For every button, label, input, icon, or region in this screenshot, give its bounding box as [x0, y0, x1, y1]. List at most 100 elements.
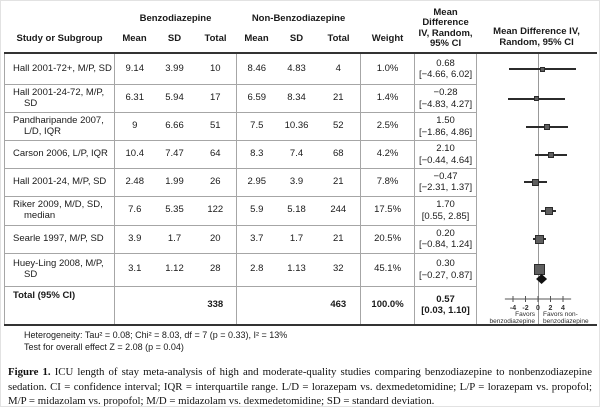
- ci-strip: [477, 253, 597, 287]
- benzo-total-header: Total: [204, 32, 227, 44]
- study-row: Huey-Ling 2008, M/P, SD 3.1 1.12 28 2.8 …: [4, 252, 597, 287]
- nonbenzo-total-header: Total: [327, 32, 350, 44]
- benzo-mean-cell: [114, 285, 155, 327]
- ci-strip: [477, 112, 597, 141]
- nonbenzo-total-cell: 32: [316, 252, 362, 287]
- overall-effect-line: Test for overall effect Z = 2.08 (p = 0.…: [24, 342, 184, 353]
- nonbenzo-mean-cell: 3.7: [236, 224, 277, 254]
- benzo-mean-cell: 9: [114, 112, 155, 141]
- total-weight-cell: 100.0%: [360, 285, 416, 327]
- nonbenzo-total-cell: 68: [316, 140, 362, 169]
- nonbenzo-sd-cell: 7.4: [276, 140, 317, 169]
- study-label: Carson 2006, L/P, IQR: [4, 140, 115, 169]
- mean-difference-column-header: Mean Difference IV, Random, 95% CI: [418, 7, 473, 50]
- weight-cell: 20.5%: [360, 224, 416, 254]
- table-header: Benzodiazepine Non-Benzodiazepine Mean D…: [4, 6, 597, 53]
- mean-difference-axis: -4 -2 0 2 4: [504, 296, 572, 311]
- mean-difference-cell: 1.50 [−1.86, 4.86]: [414, 112, 478, 141]
- study-row: Pandharipande 2007, L/D, IQR 9 6.66 51 7…: [4, 112, 597, 141]
- nonbenzo-sd-cell: 5.18: [276, 195, 317, 226]
- pooled-plot-cell: -4 -2 0 2 4 Favors benzodiazepine Favors non-b…: [476, 274, 597, 327]
- study-row: Riker 2009, M/D, SD, median 7.6 5.35 122…: [4, 195, 597, 226]
- benzo-mean-cell: 2.48: [114, 168, 155, 197]
- benzo-sd-cell: 3.99: [165, 62, 184, 74]
- weight-column-header: Weight: [371, 32, 404, 44]
- study-column-header: Study or Subgroup: [16, 32, 103, 44]
- benzo-total-cell: 64: [194, 140, 238, 169]
- favors-right-label: Favors non-benzodiazepine: [543, 311, 589, 326]
- study-label: Hall 2001-24, M/P, SD: [4, 168, 115, 197]
- benzo-total-cell: 20: [194, 224, 238, 254]
- study-label: Searle 1997, M/P, SD: [4, 224, 115, 254]
- weight-cell: 17.5%: [360, 195, 416, 226]
- benzodiazepine-group-header: Benzodiazepine: [139, 13, 212, 25]
- mean-difference-cell: 0.20 [−0.84, 1.24]: [414, 224, 478, 254]
- mean-difference-cell: −0.28 [−4.83, 4.27]: [414, 84, 478, 113]
- nonbenzo-total-cell: 21: [316, 168, 362, 197]
- ci-strip: [477, 84, 597, 113]
- benzo-sd-header: SD: [167, 32, 182, 44]
- weight-cell: 1.4%: [360, 84, 416, 113]
- nonbenzo-total-cell: 4: [316, 52, 362, 85]
- study-label: Hall 2001-24-72, M/P, SD: [4, 84, 115, 113]
- point-estimate-marker: [548, 151, 555, 158]
- study-row: Hall 2001-24-72, M/P, SD 6.31 5.94 17 6.…: [4, 84, 597, 113]
- nonbenzo-mean-cell: [236, 285, 277, 327]
- nonbenzo-sd-cell: 1.7: [276, 224, 317, 254]
- benzo-total-participants: 338: [194, 285, 238, 327]
- axis-tick-label: -2: [522, 305, 528, 311]
- nonbenzo-mean-cell: 2.95: [236, 168, 277, 197]
- mean-difference-cell: 0.30 [−0.27, 0.87]: [414, 252, 478, 287]
- nonbenzo-mean-cell: 8.3: [236, 140, 277, 169]
- benzo-mean-cell: 10.4: [114, 140, 155, 169]
- figure-caption-text: ICU length of stay meta-analysis of high…: [8, 366, 592, 407]
- benzo-total-cell: 17: [194, 84, 238, 113]
- benzo-sd-cell: 1.12: [154, 252, 195, 287]
- nonbenzo-mean-cell: 2.8: [236, 252, 277, 287]
- benzo-sd-cell: 1.7: [154, 224, 195, 254]
- benzo-total-cell: 122: [194, 195, 238, 226]
- point-estimate-marker: [544, 206, 553, 215]
- ci-strip: [477, 196, 597, 226]
- benzo-mean-cell: 6.31: [114, 84, 155, 113]
- total-row: Total (95% CI) 338 463 100.0% 0.57 [0.03,…: [4, 274, 597, 327]
- study-label: Hall 2001-72+, M/P, SD: [4, 52, 115, 85]
- heterogeneity-line: Heterogeneity: Tau² = 0.08; Chi² = 8.03,…: [24, 330, 288, 341]
- axis-tick-label: 2: [549, 305, 553, 311]
- benzo-sd-cell: 5.94: [154, 84, 195, 113]
- nonbenzo-total-cell: 52: [316, 112, 362, 141]
- weight-cell: 7.8%: [360, 168, 416, 197]
- nonbenzo-mean-cell: 5.9: [236, 195, 277, 226]
- benzo-sd-cell: 5.35: [154, 195, 195, 226]
- nonbenzo-total-cell: 21: [316, 84, 362, 113]
- study-label: Huey-Ling 2008, M/P, SD: [4, 252, 115, 287]
- nonbenzo-total-cell: 244: [316, 195, 362, 226]
- mean-difference-cell: 2.10 [−0.44, 4.64]: [414, 140, 478, 169]
- point-estimate-marker: [544, 123, 551, 130]
- benzo-sd-cell: 6.66: [154, 112, 195, 141]
- weight-cell: 45.1%: [360, 252, 416, 287]
- study-row: Searle 1997, M/P, SD 3.9 1.7 20 3.7 1.7 …: [4, 224, 597, 254]
- benzo-total-cell: 28: [194, 252, 238, 287]
- benzo-total-cell: 26: [194, 168, 238, 197]
- total-label: Total (95% CI): [4, 285, 115, 327]
- benzo-sd-cell: [154, 285, 195, 327]
- nonbenzo-total-cell: 21: [316, 224, 362, 254]
- point-estimate-marker: [533, 96, 539, 102]
- nonbenzo-mean-header: Mean: [244, 32, 269, 44]
- plot-column-header: Mean Difference IV, Random, 95% CI: [493, 25, 580, 48]
- pooled-diamond: [536, 274, 548, 285]
- pooled-mean-difference-cell: 0.57 [0.03, 1.10]: [414, 285, 478, 327]
- mean-difference-cell: −0.47 [−2.31, 1.37]: [414, 168, 478, 197]
- weight-cell: 2.5%: [360, 112, 416, 141]
- benzo-mean-header: Mean: [122, 32, 147, 44]
- benzo-sd-cell: 1.99: [154, 168, 195, 197]
- benzo-total-cell: 10: [194, 52, 238, 85]
- non-benzodiazepine-group-header: Non-Benzodiazepine: [251, 13, 346, 25]
- nonbenzo-sd-header: SD: [289, 32, 304, 44]
- study-header-spacer: [5, 6, 115, 26]
- nonbenzo-sd-cell: 10.36: [276, 112, 317, 141]
- nonbenzo-sd-cell: [276, 285, 317, 327]
- study-row: Hall 2001-24, M/P, SD 2.48 1.99 26 2.95 …: [4, 168, 597, 197]
- benzo-total-cell: 51: [194, 112, 238, 141]
